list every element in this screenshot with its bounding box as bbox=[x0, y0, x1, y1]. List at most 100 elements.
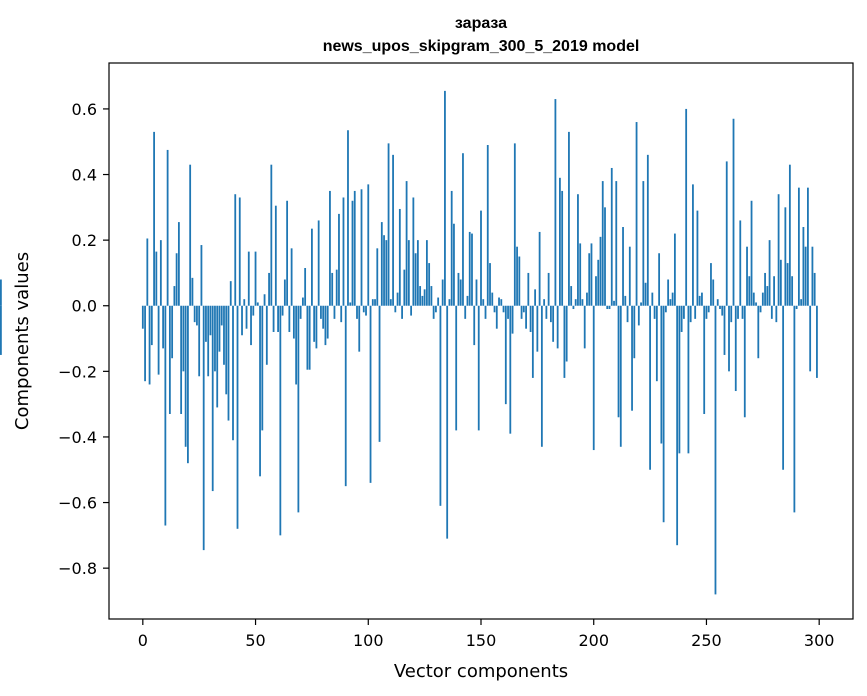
bar-59 bbox=[274, 205, 277, 306]
y-tick-label-1: −0.6 bbox=[58, 494, 97, 513]
bar-157 bbox=[495, 305, 498, 329]
bar-236 bbox=[673, 233, 676, 306]
bar-184 bbox=[556, 305, 559, 349]
bar-101 bbox=[369, 305, 372, 483]
bar-172 bbox=[529, 305, 532, 332]
bar-64 bbox=[286, 200, 289, 306]
bar-11 bbox=[166, 149, 169, 306]
bar-271 bbox=[752, 292, 755, 306]
bar-132 bbox=[439, 305, 442, 506]
bar-108 bbox=[385, 240, 388, 306]
bar-66 bbox=[290, 248, 293, 306]
bar-267 bbox=[743, 305, 746, 418]
bar-16 bbox=[177, 222, 180, 306]
bar-84 bbox=[331, 272, 334, 306]
x-tick-label-250: 250 bbox=[691, 631, 722, 650]
bar-109 bbox=[387, 143, 390, 306]
bar-100 bbox=[367, 184, 370, 306]
bar-285 bbox=[784, 207, 787, 306]
bar-99 bbox=[365, 305, 367, 316]
bar-125 bbox=[423, 289, 426, 306]
bar-143 bbox=[464, 305, 467, 319]
bar-201 bbox=[595, 276, 597, 306]
bar-74 bbox=[308, 305, 311, 370]
bar-75 bbox=[311, 228, 313, 306]
bar-117 bbox=[405, 181, 408, 306]
bar-156 bbox=[493, 305, 496, 313]
bar-46 bbox=[245, 305, 248, 329]
bar-234 bbox=[669, 299, 672, 306]
bar-179 bbox=[545, 305, 548, 319]
bar-76 bbox=[313, 305, 316, 342]
bar-229 bbox=[658, 253, 661, 306]
bar-212 bbox=[619, 305, 622, 447]
y-tick-label-0: −0.8 bbox=[58, 559, 97, 578]
bar-176 bbox=[538, 231, 541, 306]
bar-198 bbox=[588, 253, 591, 306]
bar-148 bbox=[475, 279, 478, 306]
bar-60 bbox=[277, 305, 279, 332]
bar-186 bbox=[561, 190, 564, 306]
bar-31 bbox=[211, 305, 214, 492]
bar-26 bbox=[200, 245, 203, 306]
bar-134 bbox=[444, 90, 446, 306]
bar-246 bbox=[696, 210, 699, 306]
bar-92 bbox=[349, 302, 352, 306]
bar-187 bbox=[563, 305, 566, 378]
bar-89 bbox=[342, 197, 345, 306]
bar-33 bbox=[216, 305, 219, 408]
bar-255 bbox=[716, 299, 719, 306]
bar-22 bbox=[191, 277, 194, 306]
bar-72 bbox=[304, 268, 307, 306]
bar-170 bbox=[525, 305, 527, 329]
bar-137 bbox=[450, 190, 453, 306]
bar-65 bbox=[288, 305, 291, 332]
bar-4 bbox=[150, 305, 153, 346]
bar-273 bbox=[757, 305, 760, 359]
bar-164 bbox=[511, 305, 514, 334]
bar-202 bbox=[597, 259, 600, 306]
bar-266 bbox=[741, 305, 744, 319]
bars-layer bbox=[0, 90, 818, 595]
bar-206 bbox=[606, 305, 609, 310]
bar-160 bbox=[502, 305, 505, 313]
bar-114 bbox=[398, 208, 401, 306]
bar-193 bbox=[577, 194, 579, 306]
bar-62 bbox=[281, 305, 284, 316]
bar-269 bbox=[748, 276, 751, 306]
bar-292 bbox=[800, 299, 803, 306]
bar-123 bbox=[419, 286, 422, 306]
bar-83 bbox=[329, 190, 331, 306]
bar-194 bbox=[579, 243, 582, 306]
bar-214 bbox=[624, 295, 627, 306]
bar-272 bbox=[755, 302, 757, 306]
bar-130 bbox=[435, 305, 437, 313]
bar-183 bbox=[554, 99, 557, 306]
bar-190 bbox=[570, 286, 573, 306]
bar-105 bbox=[378, 305, 381, 442]
bar-166 bbox=[516, 246, 518, 306]
bar-173 bbox=[531, 305, 534, 378]
bar-252 bbox=[710, 263, 712, 306]
bar-219 bbox=[635, 122, 638, 306]
bar-70 bbox=[299, 305, 302, 319]
bar-146 bbox=[471, 233, 473, 306]
bar-145 bbox=[468, 231, 471, 306]
bar-86 bbox=[335, 269, 338, 306]
bar-23 bbox=[193, 305, 196, 323]
bar-113 bbox=[396, 292, 399, 306]
bar-197 bbox=[586, 292, 588, 306]
bar-265 bbox=[739, 220, 742, 306]
bar-139 bbox=[455, 305, 458, 431]
bar-203 bbox=[599, 236, 602, 306]
bar-149 bbox=[477, 305, 480, 431]
bar-293 bbox=[802, 227, 805, 306]
bar-5 bbox=[153, 131, 155, 306]
bar-233 bbox=[667, 279, 670, 306]
bar-150 bbox=[480, 210, 482, 306]
x-tick-label-200: 200 bbox=[578, 631, 609, 650]
bar-128 bbox=[430, 286, 433, 306]
bar-undefined bbox=[0, 279, 2, 306]
bar-50 bbox=[254, 251, 257, 306]
bar-133 bbox=[441, 279, 444, 306]
